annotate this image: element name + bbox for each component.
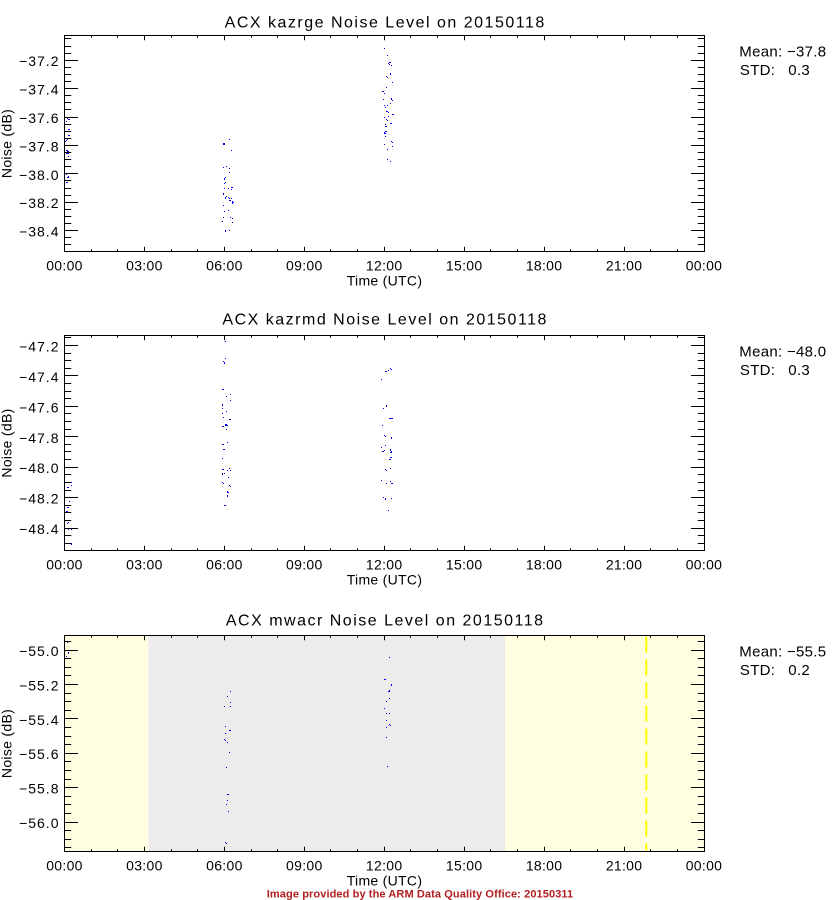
svg-text:−47.2: −47.2 (19, 338, 59, 354)
svg-text:18:00: 18:00 (526, 556, 563, 572)
svg-text:00:00: 00:00 (686, 556, 723, 572)
svg-text:Noise (dB): Noise (dB) (0, 109, 15, 178)
svg-text:−48.0: −48.0 (19, 460, 59, 476)
svg-text:0.3: 0.3 (788, 62, 810, 79)
svg-text:00:00: 00:00 (46, 257, 83, 273)
svg-text:−55.8: −55.8 (19, 781, 59, 797)
svg-text:−37.6: −37.6 (19, 110, 59, 126)
svg-text:−55.4: −55.4 (19, 712, 59, 728)
svg-text:ACX kazrmd Noise Level on 2015: ACX kazrmd Noise Level on 20150118 (222, 311, 548, 328)
svg-text:15:00: 15:00 (446, 857, 483, 873)
svg-text:00:00: 00:00 (686, 857, 723, 873)
svg-text:−55.6: −55.6 (19, 746, 59, 762)
svg-text:STD:: STD: (740, 662, 775, 679)
svg-text:−38.4: −38.4 (19, 224, 59, 240)
svg-text:−55.0: −55.0 (19, 643, 59, 659)
svg-text:03:00: 03:00 (126, 857, 163, 873)
svg-text:0.3: 0.3 (788, 362, 810, 379)
svg-text:18:00: 18:00 (526, 257, 563, 273)
svg-text:21:00: 21:00 (606, 857, 643, 873)
svg-text:−55.2: −55.2 (19, 677, 59, 693)
svg-text:−47.8: −47.8 (19, 430, 59, 446)
svg-text:Noise (dB): Noise (dB) (0, 408, 15, 477)
svg-text:−37.2: −37.2 (19, 53, 59, 69)
svg-text:21:00: 21:00 (606, 257, 643, 273)
svg-text:15:00: 15:00 (446, 556, 483, 572)
svg-text:06:00: 06:00 (206, 857, 243, 873)
svg-text:21:00: 21:00 (606, 556, 643, 572)
svg-text:00:00: 00:00 (686, 257, 723, 273)
svg-text:Time (UTC): Time (UTC) (347, 572, 423, 588)
svg-text:09:00: 09:00 (286, 257, 323, 273)
svg-text:ACX kazrge Noise Level on 2015: ACX kazrge Noise Level on 20150118 (225, 14, 546, 31)
svg-text:12:00: 12:00 (366, 857, 403, 873)
svg-text:−38.2: −38.2 (19, 195, 59, 211)
svg-text:STD:: STD: (740, 362, 775, 379)
svg-text:−37.8: −37.8 (19, 138, 59, 154)
svg-text:ACX mwacr Noise Level on 20150: ACX mwacr Noise Level on 20150118 (226, 612, 545, 629)
svg-text:Noise (dB): Noise (dB) (0, 709, 15, 778)
svg-text:06:00: 06:00 (206, 556, 243, 572)
svg-text:09:00: 09:00 (286, 857, 323, 873)
svg-text:18:00: 18:00 (526, 857, 563, 873)
svg-text:12:00: 12:00 (366, 257, 403, 273)
svg-text:15:00: 15:00 (446, 257, 483, 273)
svg-text:−47.6: −47.6 (19, 399, 59, 415)
svg-text:Image provided by the ARM Data: Image provided by the ARM Data Quality O… (267, 889, 573, 900)
svg-text:−37.4: −37.4 (19, 82, 59, 98)
svg-text:Time (UTC): Time (UTC) (347, 273, 423, 289)
svg-text:03:00: 03:00 (126, 556, 163, 572)
svg-text:−48.2: −48.2 (19, 491, 59, 507)
svg-text:−47.4: −47.4 (19, 369, 59, 385)
svg-text:Mean: −37.8: Mean: −37.8 (739, 43, 826, 60)
svg-text:00:00: 00:00 (46, 556, 83, 572)
svg-text:09:00: 09:00 (286, 556, 323, 572)
svg-text:Mean: −48.0: Mean: −48.0 (739, 343, 826, 360)
svg-text:00:00: 00:00 (46, 857, 83, 873)
svg-text:12:00: 12:00 (366, 556, 403, 572)
svg-text:−48.4: −48.4 (19, 521, 59, 537)
svg-text:−38.0: −38.0 (19, 167, 59, 183)
svg-text:06:00: 06:00 (206, 257, 243, 273)
svg-text:STD:: STD: (740, 62, 775, 79)
svg-text:Mean: −55.5: Mean: −55.5 (739, 643, 826, 660)
svg-text:−56.0: −56.0 (19, 815, 59, 831)
svg-text:Time (UTC): Time (UTC) (347, 873, 423, 889)
svg-text:0.2: 0.2 (788, 662, 810, 679)
svg-text:03:00: 03:00 (126, 257, 163, 273)
